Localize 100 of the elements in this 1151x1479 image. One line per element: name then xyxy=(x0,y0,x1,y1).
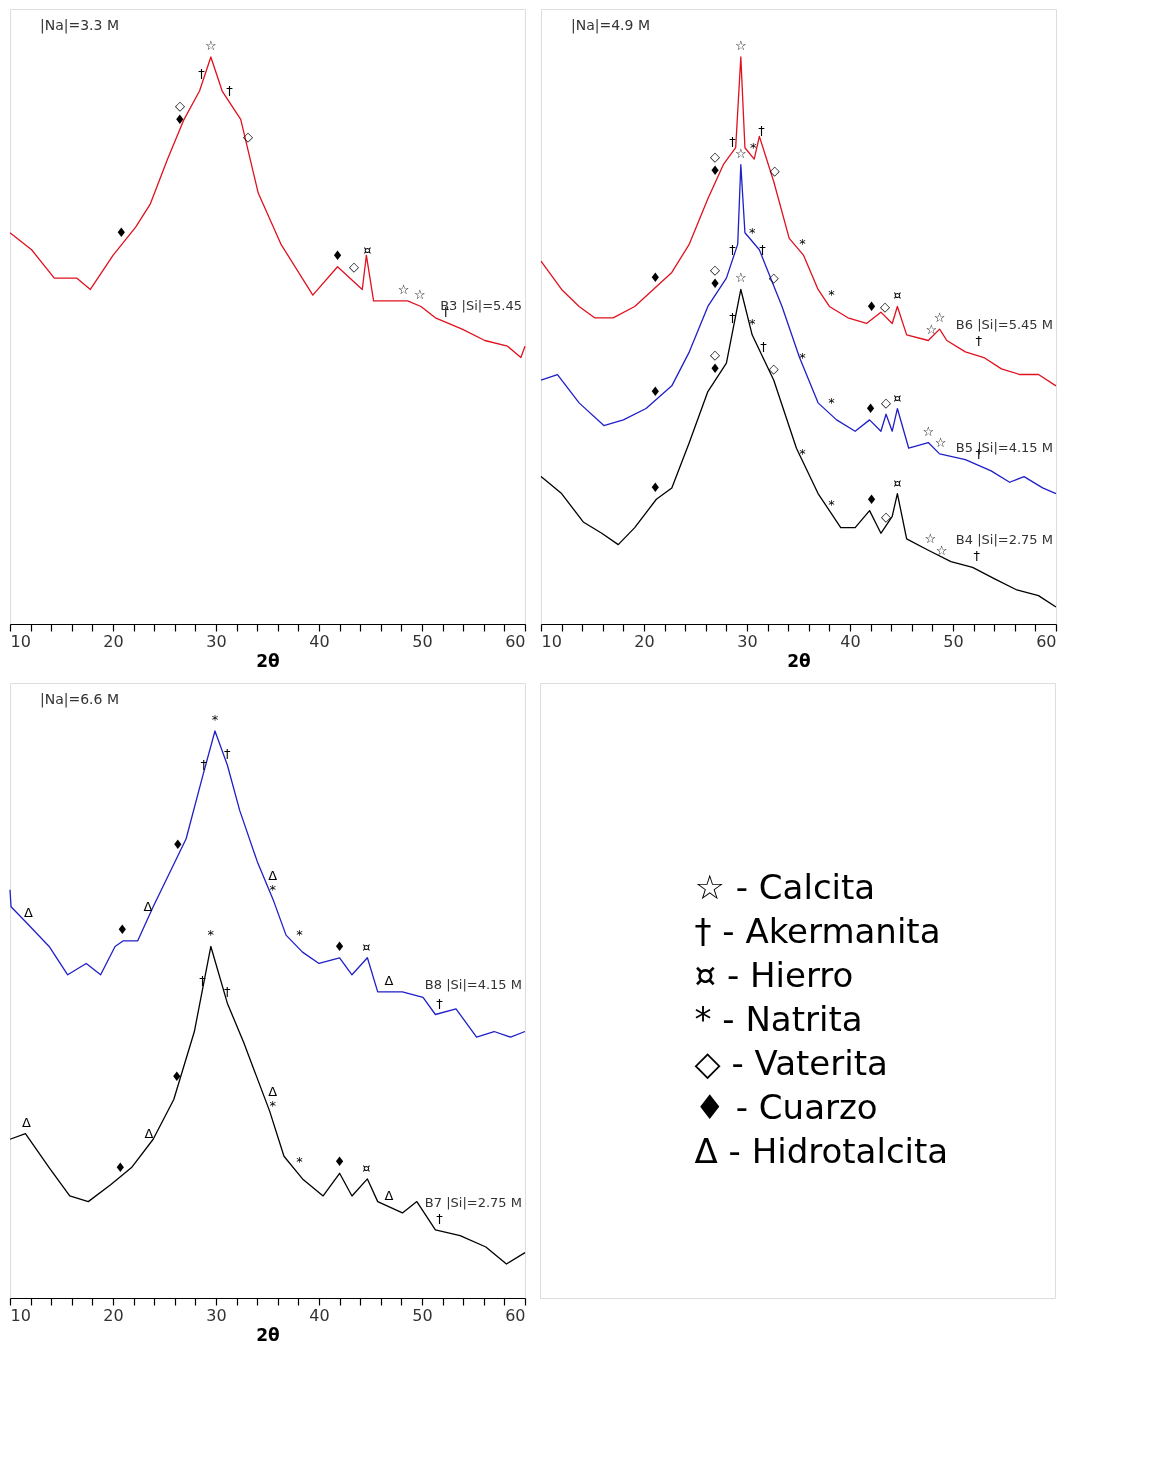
x-tick-label: 30 xyxy=(206,631,227,651)
text: † - Akermanita xyxy=(694,911,941,952)
x-tick-label: 10 xyxy=(10,631,31,651)
x-tick-label: 60 xyxy=(505,1305,526,1325)
annotation: * xyxy=(828,497,836,513)
annotation: * xyxy=(269,882,277,898)
x-axis-title: 2θ xyxy=(787,650,811,671)
annotation: ☆ xyxy=(414,287,426,303)
annotation: † xyxy=(729,134,737,150)
series-label: B4 |Si|=2.75 M xyxy=(955,532,1053,548)
annotation: ¤ xyxy=(363,242,372,258)
x-tick-label: 20 xyxy=(634,631,655,651)
annotation: * xyxy=(799,349,807,365)
x-tick-label: 30 xyxy=(206,1305,227,1325)
annotation: Δ xyxy=(24,904,34,920)
x-tick-label: 30 xyxy=(737,631,758,651)
annotation: ◇ xyxy=(768,361,779,377)
annotation: ☆ xyxy=(934,434,947,450)
annotation: ♦ xyxy=(333,1154,346,1170)
annotation: ◇ xyxy=(710,148,721,164)
annotation: ♦ xyxy=(865,491,878,507)
annotation: * xyxy=(749,140,757,156)
annotation: ♦ xyxy=(864,400,877,416)
annotation: * xyxy=(296,927,304,943)
annotation: † xyxy=(198,66,206,82)
text: ☆ - Calcita xyxy=(694,867,876,908)
annotation: † xyxy=(729,242,737,258)
annotation: * xyxy=(211,712,219,727)
annotation: ◇ xyxy=(880,298,891,314)
annotation: ☆ xyxy=(734,38,747,53)
x-axis-title: 2θ xyxy=(256,650,280,671)
series-label: B6 |Si|=5.45 M xyxy=(955,316,1053,332)
x-tick-label: 10 xyxy=(10,1305,31,1325)
annotation: ☆ xyxy=(924,531,937,547)
x-tick-label: 20 xyxy=(103,631,124,651)
annotation: ☆ xyxy=(935,542,948,558)
annotation: ♦ xyxy=(114,1159,127,1175)
annotation: † xyxy=(973,548,981,564)
annotation: ☆ xyxy=(734,270,747,286)
annotation: † xyxy=(224,746,232,762)
x-tick-label: 60 xyxy=(505,631,526,651)
annotation: ◇ xyxy=(769,162,780,178)
annotation: ♦ xyxy=(174,111,186,127)
annotation: ♦ xyxy=(115,225,128,241)
annotation: ☆ xyxy=(205,38,217,53)
x-tick-label: 40 xyxy=(309,631,330,651)
annotation: * xyxy=(799,236,807,252)
annotation: ♦ xyxy=(649,270,662,286)
annotation: † xyxy=(224,984,232,1000)
annotation: * xyxy=(207,927,215,943)
annotation: † xyxy=(760,338,768,354)
chart-title: |Na|=6.6 M xyxy=(40,691,120,708)
annotation: ☆ xyxy=(397,281,410,297)
annotation: ♦ xyxy=(709,276,721,292)
x-axis-title: 2θ xyxy=(256,1324,280,1345)
annotation: Δ xyxy=(384,1188,394,1204)
x-tick-label: 50 xyxy=(412,631,433,651)
annotation: Δ xyxy=(143,899,153,915)
annotation: ♦ xyxy=(709,361,721,377)
annotation: ◇ xyxy=(710,262,721,278)
annotation: * xyxy=(748,315,756,331)
annotation: ◇ xyxy=(881,395,892,411)
annotation: † xyxy=(975,332,983,348)
annotation: * xyxy=(799,446,807,462)
x-tick-label: 50 xyxy=(943,631,964,651)
annotation: Δ xyxy=(268,1083,278,1099)
annotation: ♦ xyxy=(709,162,721,178)
series-label: B8 |Si|=4.15 M xyxy=(424,977,522,993)
annotation: Δ xyxy=(22,1114,32,1130)
annotation: † xyxy=(436,995,444,1011)
annotation: ♦ xyxy=(649,383,662,399)
text: ♦ - Cuarzo xyxy=(694,1087,878,1128)
x-tick-label: 60 xyxy=(1036,631,1057,651)
annotation: ♦ xyxy=(333,938,346,954)
text: ¤ - Hierro xyxy=(694,955,854,996)
annotation: * xyxy=(269,1097,277,1113)
annotation: * xyxy=(296,1154,304,1170)
annotation: * xyxy=(748,225,756,241)
annotation: Δ xyxy=(268,868,278,884)
annotation: ♦ xyxy=(649,480,662,496)
annotation: ♦ xyxy=(331,247,344,263)
annotation: ♦ xyxy=(865,298,878,314)
annotation: Δ xyxy=(144,1125,154,1141)
annotation: ♦ xyxy=(116,921,129,937)
annotation: ♦ xyxy=(171,1069,183,1085)
annotation: ◇ xyxy=(349,259,360,275)
x-tick-label: 40 xyxy=(309,1305,330,1325)
annotation: Δ xyxy=(384,972,394,988)
annotation: ¤ xyxy=(362,1159,371,1175)
annotation: ¤ xyxy=(893,474,902,490)
annotation: † xyxy=(759,242,767,258)
annotation: * xyxy=(828,287,836,303)
annotation: ☆ xyxy=(734,145,747,161)
text: ◇ - Vaterita xyxy=(694,1043,888,1084)
chart-title: |Na|=3.3 M xyxy=(40,17,120,34)
x-tick-label: 10 xyxy=(541,631,562,651)
text: * - Natrita xyxy=(694,999,863,1040)
x-tick-label: 50 xyxy=(412,1305,433,1325)
annotation: ◇ xyxy=(881,508,892,524)
annotation: ☆ xyxy=(922,423,935,439)
